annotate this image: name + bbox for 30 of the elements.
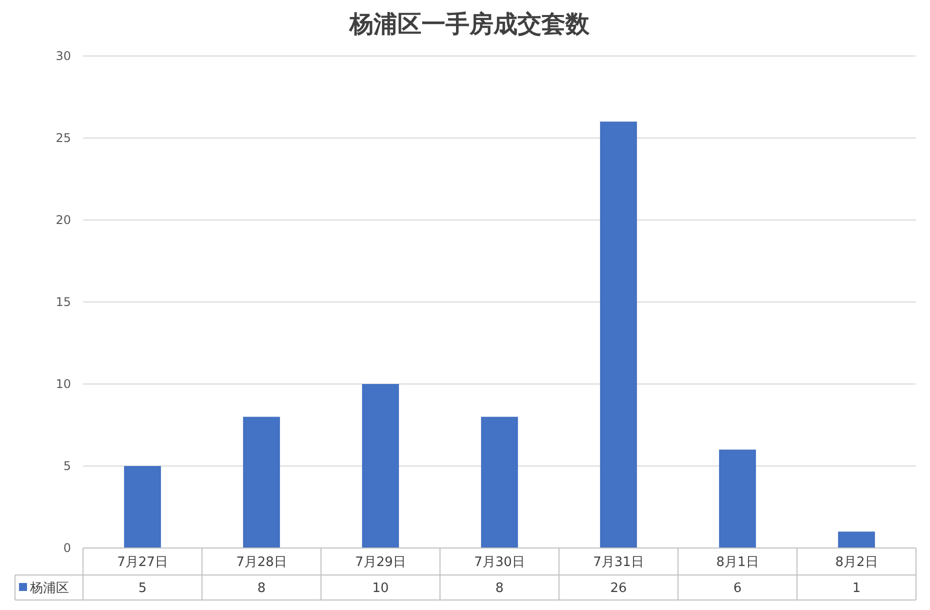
data-label: 10 xyxy=(372,581,389,596)
bar xyxy=(124,466,161,548)
x-tick-label: 8月1日 xyxy=(716,555,759,570)
y-tick-label: 30 xyxy=(56,49,71,63)
y-tick-label: 20 xyxy=(56,213,71,227)
y-tick-label: 25 xyxy=(56,131,71,145)
bar xyxy=(362,384,399,548)
legend-label: 杨浦区 xyxy=(29,581,69,596)
y-tick-label: 0 xyxy=(63,541,71,555)
bar xyxy=(838,532,875,548)
x-tick-label: 7月28日 xyxy=(236,555,287,570)
bar xyxy=(481,416,518,548)
bar xyxy=(243,416,280,548)
data-label: 8 xyxy=(257,581,266,596)
chart-title: 杨浦区一手房成交套数 xyxy=(348,11,590,38)
x-tick-label: 8月2日 xyxy=(835,555,878,570)
data-label: 8 xyxy=(495,581,504,596)
data-label: 1 xyxy=(852,581,861,596)
x-tick-label: 7月31日 xyxy=(593,555,644,570)
x-tick-label: 7月27日 xyxy=(117,555,168,570)
data-label: 6 xyxy=(733,581,742,596)
x-tick-label: 7月30日 xyxy=(474,555,525,570)
bar xyxy=(600,122,637,548)
bar xyxy=(719,450,756,548)
y-tick-label: 15 xyxy=(56,295,71,309)
data-label: 5 xyxy=(138,581,147,596)
data-label: 26 xyxy=(610,581,627,596)
y-tick-label: 10 xyxy=(56,377,71,391)
y-tick-label: 5 xyxy=(63,459,71,473)
x-tick-label: 7月29日 xyxy=(355,555,406,570)
